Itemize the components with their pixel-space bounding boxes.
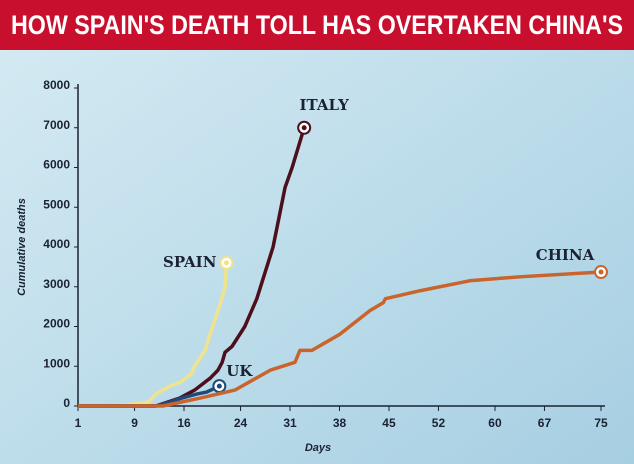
series-label: ITALY	[300, 96, 350, 114]
series-line	[78, 262, 229, 408]
y-tick-label: 2000	[43, 317, 70, 331]
y-tick-label: 5000	[43, 197, 70, 211]
x-axis-label: Days	[305, 442, 331, 454]
y-tick-label: 3000	[43, 277, 70, 291]
y-tick-label: 7000	[43, 118, 70, 132]
x-tick-label: 16	[177, 416, 191, 430]
x-tick-label: 60	[488, 416, 502, 430]
y-tick-label: 1000	[43, 356, 70, 370]
end-marker-dot	[223, 260, 229, 266]
x-tick-label: 1	[75, 416, 82, 430]
series-line	[78, 270, 602, 408]
x-tick-label: 75	[594, 416, 608, 430]
series-line	[78, 127, 306, 408]
y-tick-label: 6000	[43, 158, 70, 172]
end-marker-dot	[301, 125, 307, 131]
series-label: UK	[226, 362, 253, 380]
x-tick-label: 67	[538, 416, 552, 430]
x-tick-label: 38	[333, 416, 347, 430]
series-label: CHINA	[536, 246, 595, 264]
x-tick-label: 24	[234, 416, 248, 430]
end-marker-dot	[598, 269, 604, 275]
x-tick-label: 9	[131, 416, 138, 430]
x-tick-label: 31	[283, 416, 297, 430]
series-label: SPAIN	[163, 253, 217, 271]
y-tick-label: 0	[63, 396, 70, 410]
x-tick-label: 45	[382, 416, 396, 430]
y-tick-label: 4000	[43, 237, 70, 251]
chart-title: HOW SPAIN'S DEATH TOLL HAS OVERTAKEN CHI…	[11, 10, 623, 40]
y-tick-label: 8000	[43, 78, 70, 92]
y-axis-label: Cumulative deaths	[16, 198, 28, 296]
end-marker-dot	[216, 383, 222, 389]
title-banner	[0, 0, 634, 50]
x-tick-label: 52	[432, 416, 446, 430]
